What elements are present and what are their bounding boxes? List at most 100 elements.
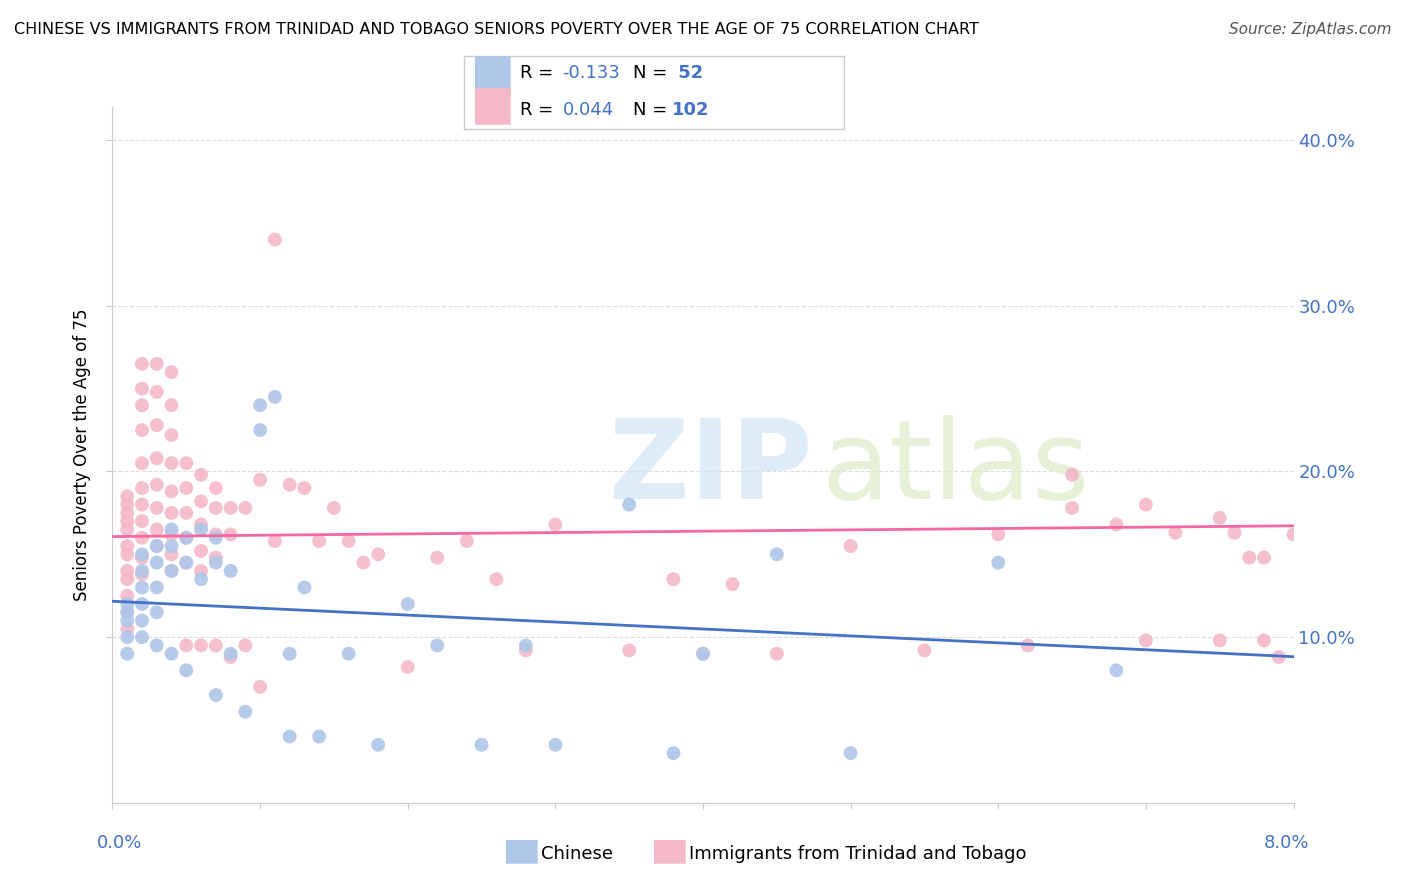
Point <box>190 639 212 653</box>
Point <box>117 498 138 512</box>
Point <box>219 564 242 578</box>
Point <box>174 531 197 545</box>
Point <box>914 643 936 657</box>
Point <box>131 514 153 528</box>
Point <box>131 550 153 565</box>
Point <box>131 456 153 470</box>
Point <box>131 531 153 545</box>
Point <box>160 428 183 442</box>
Point <box>131 630 153 644</box>
Point <box>544 517 567 532</box>
Text: 102: 102 <box>672 101 710 119</box>
Point <box>160 539 183 553</box>
Point <box>1253 633 1275 648</box>
Point <box>1164 525 1187 540</box>
Text: -0.133: -0.133 <box>562 64 620 82</box>
Point <box>426 550 449 565</box>
Point <box>839 746 862 760</box>
Point <box>367 547 389 561</box>
Point <box>205 639 228 653</box>
Point <box>146 605 169 619</box>
Text: N =: N = <box>633 64 672 82</box>
Y-axis label: Seniors Poverty Over the Age of 75: Seniors Poverty Over the Age of 75 <box>73 309 91 601</box>
Point <box>1017 639 1039 653</box>
Point <box>1208 633 1232 648</box>
Point <box>396 597 419 611</box>
Point <box>233 705 256 719</box>
Point <box>337 647 360 661</box>
Point <box>146 539 169 553</box>
Point <box>485 572 508 586</box>
Point <box>352 556 374 570</box>
Point <box>205 556 228 570</box>
Point <box>160 484 183 499</box>
Point <box>456 534 478 549</box>
Point <box>1135 498 1157 512</box>
Point <box>987 527 1010 541</box>
Text: atlas: atlas <box>821 416 1090 523</box>
Point <box>131 498 153 512</box>
Point <box>1062 500 1084 515</box>
Point <box>1239 550 1261 565</box>
Point <box>146 384 169 399</box>
Text: 0.0%: 0.0% <box>97 834 142 852</box>
Point <box>146 539 169 553</box>
Point <box>117 622 138 636</box>
Point <box>146 523 169 537</box>
Point <box>117 605 138 619</box>
Point <box>174 506 197 520</box>
Point <box>308 534 330 549</box>
Point <box>426 639 449 653</box>
Point <box>205 531 228 545</box>
Text: Immigrants from Trinidad and Tobago: Immigrants from Trinidad and Tobago <box>689 845 1026 863</box>
Point <box>1253 550 1275 565</box>
Text: Source: ZipAtlas.com: Source: ZipAtlas.com <box>1229 22 1392 37</box>
Point <box>190 544 212 558</box>
Point <box>160 647 183 661</box>
Point <box>264 233 287 247</box>
Point <box>264 390 287 404</box>
Point <box>190 467 212 482</box>
Point <box>174 481 197 495</box>
Point <box>233 500 256 515</box>
Point <box>219 527 242 541</box>
Point <box>146 357 169 371</box>
Point <box>117 514 138 528</box>
Point <box>692 647 714 661</box>
Point <box>160 527 183 541</box>
Point <box>662 746 685 760</box>
Point <box>1208 511 1232 525</box>
Point <box>662 572 685 586</box>
Point <box>160 506 183 520</box>
Point <box>190 564 212 578</box>
Point <box>160 456 183 470</box>
Point <box>174 456 197 470</box>
Point <box>1223 525 1246 540</box>
Point <box>160 398 183 412</box>
Point <box>367 738 389 752</box>
Text: N =: N = <box>633 101 672 119</box>
Point <box>765 647 787 661</box>
Point <box>278 477 301 491</box>
Point <box>146 639 169 653</box>
Point <box>190 517 212 532</box>
Point <box>249 398 271 412</box>
Point <box>337 534 360 549</box>
Point <box>765 547 787 561</box>
Point <box>146 556 169 570</box>
Point <box>205 550 228 565</box>
Point <box>160 547 183 561</box>
Point <box>117 597 138 611</box>
Point <box>278 647 301 661</box>
Point <box>131 398 153 412</box>
Point <box>249 473 271 487</box>
Point <box>131 357 153 371</box>
Point <box>839 539 862 553</box>
Text: Chinese: Chinese <box>541 845 613 863</box>
Point <box>205 500 228 515</box>
Point <box>292 581 315 595</box>
Point <box>219 650 242 665</box>
Text: ZIP: ZIP <box>609 416 811 523</box>
Point <box>249 680 271 694</box>
Point <box>117 564 138 578</box>
